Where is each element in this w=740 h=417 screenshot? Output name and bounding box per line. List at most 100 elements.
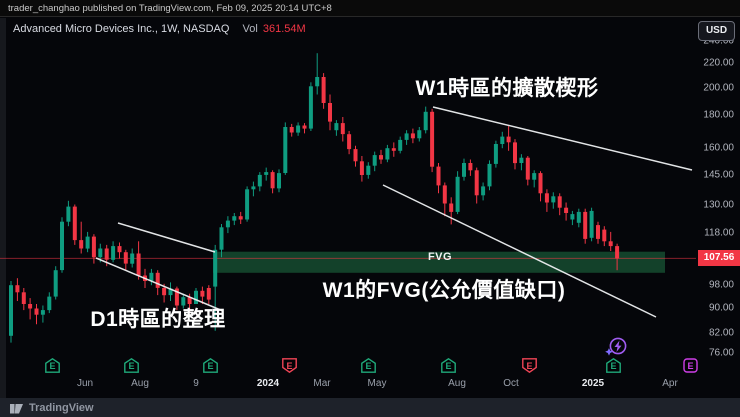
annotation-expanding-wedge[interactable]: W1時區的擴散楔形: [415, 77, 599, 100]
earnings-marker-icon[interactable]: E: [203, 357, 219, 374]
candle-body: [315, 77, 320, 87]
d1-channel-lower[interactable]: [95, 257, 224, 312]
candle-body: [245, 189, 250, 220]
svg-text:E: E: [365, 361, 371, 371]
symbol-legend[interactable]: Advanced Micro Devices Inc., 1W, NASDAQ …: [13, 23, 306, 35]
volume-label: Vol: [242, 23, 258, 35]
publish-info-bar: trader_changhao published on TradingView…: [0, 0, 740, 17]
candle-body: [468, 163, 473, 171]
annotation-fvg[interactable]: W1的FVG(公允價值缺口): [322, 279, 566, 302]
candle-body: [264, 172, 269, 175]
time-axis-label: Jun: [76, 378, 94, 389]
earnings-marker-icon[interactable]: E: [361, 357, 377, 374]
earnings-marker-icon[interactable]: E: [441, 357, 457, 374]
price-axis-label: 98.00: [708, 279, 734, 291]
candle-body: [270, 172, 275, 189]
candle-body: [34, 308, 39, 315]
candle-body: [551, 196, 556, 203]
candle-body: [200, 290, 205, 297]
wedge-lower[interactable]: [382, 184, 657, 318]
candle-body: [334, 123, 339, 131]
svg-text:E: E: [445, 361, 451, 371]
candle-body: [289, 127, 294, 133]
tradingview-logo-icon[interactable]: [9, 401, 24, 414]
candle-body: [404, 133, 409, 140]
candle-body: [576, 211, 581, 223]
symbol-title: Advanced Micro Devices Inc., 1W, NASDAQ: [13, 23, 230, 35]
candle-body: [21, 292, 26, 304]
candle-body: [519, 157, 524, 163]
candle-body: [532, 173, 537, 180]
chart-canvas[interactable]: [0, 17, 740, 417]
candle-body: [98, 248, 103, 258]
candle-body: [117, 246, 122, 253]
svg-text:E: E: [526, 361, 532, 371]
candle-body: [583, 211, 588, 239]
candle-body: [481, 186, 486, 196]
svg-text:E: E: [610, 361, 616, 371]
earnings-marker-icon[interactable]: E: [522, 358, 538, 374]
tradingview-brand-text[interactable]: TradingView: [29, 401, 94, 414]
earnings-marker-icon[interactable]: E: [282, 358, 298, 374]
lightning-badge-icon[interactable]: [604, 336, 630, 360]
earnings-marker-icon[interactable]: E: [45, 357, 61, 374]
candle-body: [238, 216, 243, 220]
candle-body: [493, 144, 498, 164]
candle-body: [500, 136, 505, 144]
time-axis-label: Mar: [313, 378, 331, 389]
svg-text:E: E: [49, 361, 55, 371]
candle-body: [544, 193, 549, 203]
annotation-d1-consolidation[interactable]: D1時區的整理: [90, 308, 226, 331]
candle-body: [347, 134, 352, 150]
candle-body: [328, 103, 332, 122]
earnings-marker-icon[interactable]: E: [124, 357, 140, 374]
candle-body: [162, 288, 167, 296]
candle-body: [155, 272, 160, 288]
candle-body: [487, 163, 492, 187]
candle-body: [385, 148, 390, 160]
candle-body: [15, 285, 20, 293]
candle-body: [60, 221, 64, 271]
earnings-marker-icon[interactable]: E: [683, 358, 699, 374]
time-axis-label: Apr: [662, 378, 678, 389]
candle-body: [596, 225, 600, 239]
candle-body: [321, 77, 326, 103]
candle-body: [187, 297, 192, 304]
candle-body: [168, 288, 173, 296]
candle-body: [513, 142, 517, 164]
price-axis-label: 200.00: [703, 82, 734, 94]
candle-body: [181, 297, 186, 306]
candle-body: [506, 136, 511, 143]
candle-body: [85, 236, 90, 249]
currency-toggle-button[interactable]: USD: [698, 21, 735, 41]
price-axis-label: 145.00: [703, 169, 734, 181]
candle-body: [589, 210, 594, 238]
candle-body: [442, 185, 447, 204]
d1-channel-upper[interactable]: [117, 222, 216, 253]
candle-body: [136, 253, 141, 276]
time-axis-label: 9: [193, 378, 199, 389]
price-axis-label: 240.00: [703, 35, 734, 47]
price-axis-label: 180.00: [703, 109, 734, 121]
candle-body: [194, 290, 198, 304]
candle-body: [302, 125, 307, 129]
candle-body: [359, 161, 364, 175]
candle-body: [430, 111, 435, 167]
price-axis-label: 76.00: [708, 347, 734, 359]
time-axis-label: 2024: [256, 378, 280, 389]
candle-body: [615, 246, 620, 259]
time-axis-label: Oct: [503, 378, 519, 389]
candle-body: [213, 249, 218, 287]
candle-body: [91, 236, 96, 258]
candle-body: [525, 157, 530, 180]
svg-text:E: E: [286, 361, 292, 371]
candle-body: [449, 203, 454, 212]
earnings-marker-icon[interactable]: E: [606, 357, 622, 374]
candle-body: [130, 253, 135, 264]
candle-body: [40, 310, 45, 315]
candle-body: [47, 296, 52, 311]
pane-edge: [0, 18, 6, 398]
wedge-upper[interactable]: [432, 106, 693, 171]
candle-body: [79, 240, 84, 249]
time-axis-label: May: [367, 378, 387, 389]
